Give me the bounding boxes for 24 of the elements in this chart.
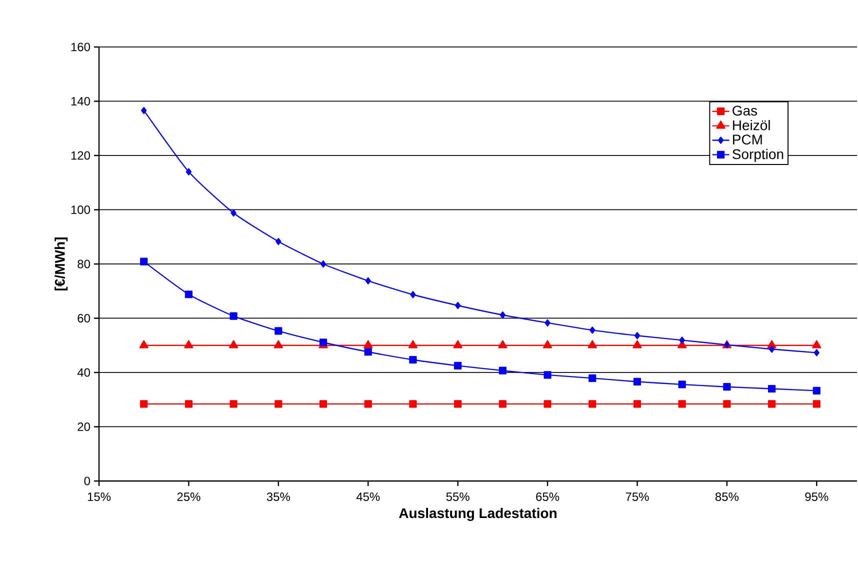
- y-tick-label: 100: [71, 205, 90, 214]
- x-tick-label: 65%: [536, 492, 560, 502]
- x-tick-label: 25%: [177, 492, 200, 502]
- x-tick-label: 95%: [805, 492, 828, 502]
- legend-label: Sorption: [732, 148, 784, 162]
- legend-label: Gas: [732, 106, 758, 116]
- y-tick-label: 0: [84, 476, 90, 486]
- y-tick-label: 40: [77, 368, 90, 377]
- y-tick-label: 140: [71, 96, 90, 106]
- x-tick-label: 75%: [626, 492, 649, 501]
- y-tick-label: 160: [71, 42, 90, 52]
- y-tick-label: 60: [78, 314, 90, 322]
- y-axis-title: [€/MWh]: [54, 238, 68, 290]
- y-tick-label: 120: [71, 151, 90, 160]
- x-tick-label: 85%: [715, 492, 739, 502]
- x-tick-label: 45%: [356, 492, 380, 501]
- x-tick-label: 15%: [88, 492, 111, 501]
- y-tick-label: 80: [78, 260, 90, 268]
- x-tick-label: 55%: [446, 492, 470, 501]
- x-tick-label: 35%: [266, 492, 290, 502]
- legend-label: PCM: [733, 134, 762, 145]
- x-axis-title: Auslastung Ladestation: [399, 508, 556, 521]
- y-tick-label: 20: [78, 422, 90, 431]
- legend-label: Heizöl: [733, 120, 770, 130]
